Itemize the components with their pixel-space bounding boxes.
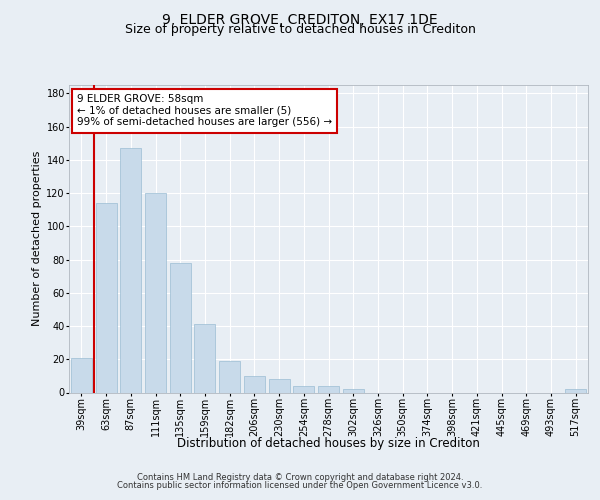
Bar <box>244 376 265 392</box>
Bar <box>120 148 141 392</box>
Bar <box>318 386 339 392</box>
Bar <box>194 324 215 392</box>
Text: Distribution of detached houses by size in Crediton: Distribution of detached houses by size … <box>178 438 480 450</box>
Text: Contains public sector information licensed under the Open Government Licence v3: Contains public sector information licen… <box>118 481 482 490</box>
Y-axis label: Number of detached properties: Number of detached properties <box>32 151 42 326</box>
Bar <box>71 358 92 392</box>
Text: 9, ELDER GROVE, CREDITON, EX17 1DE: 9, ELDER GROVE, CREDITON, EX17 1DE <box>162 12 438 26</box>
Bar <box>565 389 586 392</box>
Bar <box>343 389 364 392</box>
Bar <box>219 361 240 392</box>
Bar <box>293 386 314 392</box>
Bar <box>269 379 290 392</box>
Bar <box>95 203 116 392</box>
Text: 9 ELDER GROVE: 58sqm
← 1% of detached houses are smaller (5)
99% of semi-detache: 9 ELDER GROVE: 58sqm ← 1% of detached ho… <box>77 94 332 128</box>
Bar <box>145 193 166 392</box>
Bar <box>170 263 191 392</box>
Text: Contains HM Land Registry data © Crown copyright and database right 2024.: Contains HM Land Registry data © Crown c… <box>137 472 463 482</box>
Text: Size of property relative to detached houses in Crediton: Size of property relative to detached ho… <box>125 22 475 36</box>
